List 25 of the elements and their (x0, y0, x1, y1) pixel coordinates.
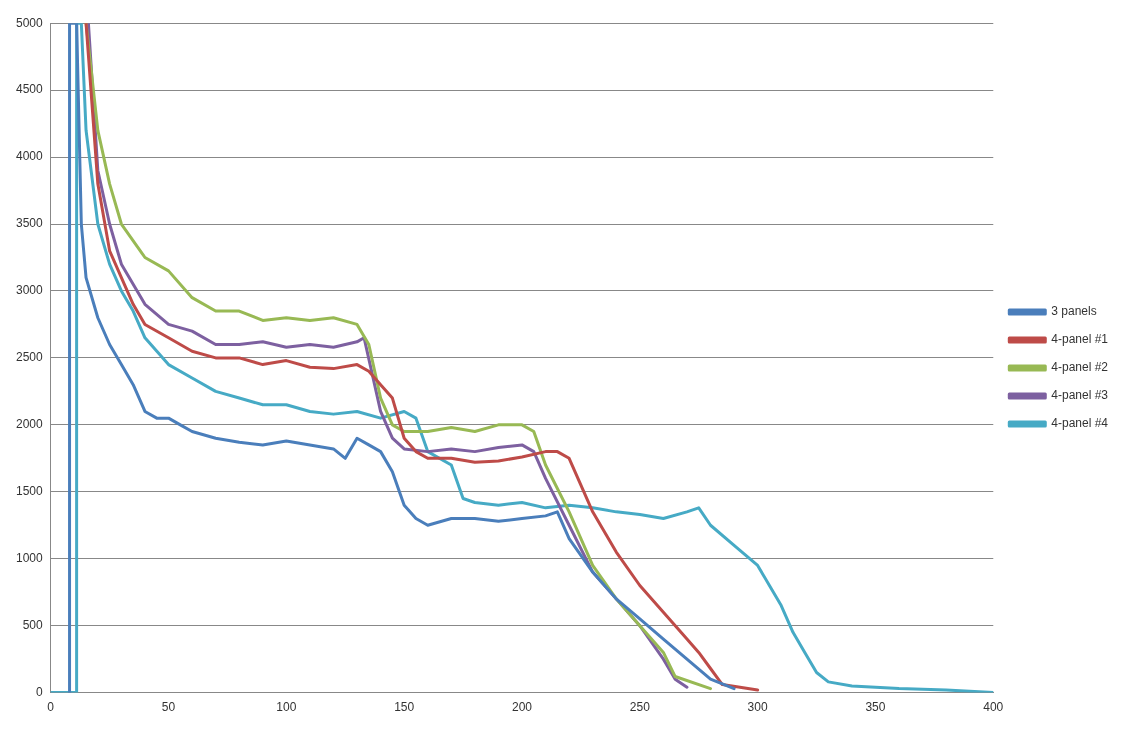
y-tick-label: 4000 (15, 149, 44, 164)
x-tick-label: 150 (394, 700, 415, 715)
legend-label: 4-panel #3 (1051, 388, 1109, 403)
x-tick-label: 100 (276, 700, 297, 715)
x-tick-label: 300 (747, 700, 768, 715)
legend-label: 4-panel #2 (1051, 360, 1109, 375)
x-tick-label: 50 (161, 700, 176, 715)
y-tick-label: 3500 (15, 216, 44, 231)
y-tick-label: 2000 (15, 417, 44, 432)
x-tick-label: 0 (47, 700, 55, 715)
legend-label: 4-panel #1 (1051, 332, 1109, 347)
legend-label: 4-panel #4 (1051, 416, 1109, 431)
y-tick-label: 5000 (15, 15, 44, 30)
y-tick-label: 4500 (15, 82, 44, 97)
y-tick-label: 500 (22, 617, 44, 632)
y-tick-label: 3000 (15, 283, 44, 298)
y-tick-label: 1000 (15, 551, 44, 566)
y-tick-label: 0 (36, 684, 44, 699)
y-tick-label: 1500 (15, 484, 44, 499)
x-tick-label: 250 (629, 700, 651, 715)
x-tick-label: 200 (511, 700, 533, 715)
legend-label: 3 panels (1051, 304, 1097, 319)
x-tick-label: 400 (983, 700, 1004, 715)
y-tick-label: 2500 (15, 350, 44, 365)
x-tick-label: 350 (865, 700, 886, 715)
